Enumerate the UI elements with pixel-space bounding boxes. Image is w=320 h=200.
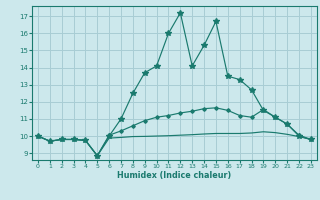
X-axis label: Humidex (Indice chaleur): Humidex (Indice chaleur) (117, 171, 232, 180)
